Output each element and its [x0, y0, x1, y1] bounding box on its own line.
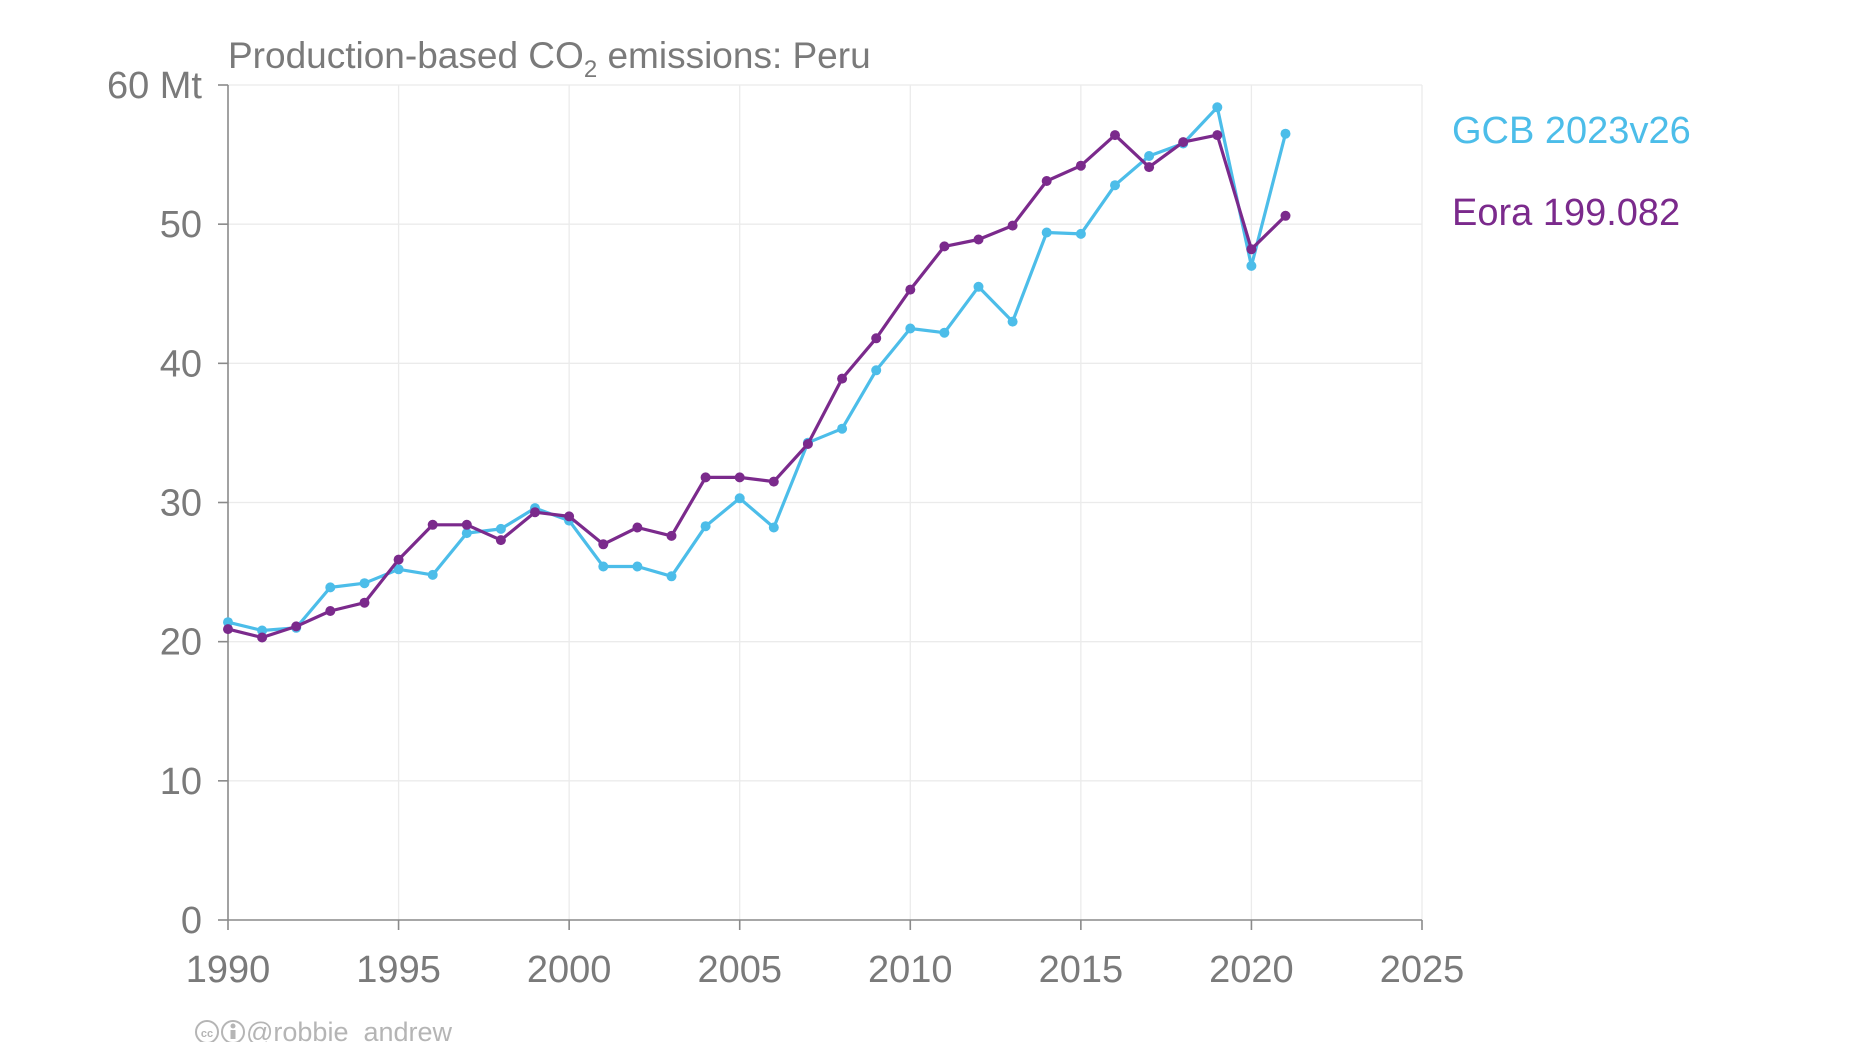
data-point [1075, 160, 1086, 171]
data-point [905, 284, 916, 295]
data-point [632, 522, 643, 533]
data-point [973, 281, 984, 292]
data-point [257, 625, 268, 636]
data-point [700, 472, 711, 483]
data-point [257, 632, 268, 643]
data-point [666, 571, 677, 582]
data-point [427, 569, 438, 580]
chart-title-subscript: 2 [584, 56, 597, 83]
data-point [359, 578, 370, 589]
data-point [1144, 162, 1155, 173]
x-tick-label: 2015 [1039, 949, 1124, 991]
data-point [871, 365, 882, 376]
y-tick-label: 50 [160, 204, 202, 246]
data-point [1075, 228, 1086, 239]
data-point [1246, 260, 1257, 271]
data-point [632, 561, 643, 572]
data-point [393, 554, 404, 565]
data-point [223, 617, 233, 628]
x-tick-label: 2020 [1209, 949, 1294, 991]
data-point [871, 333, 882, 344]
x-tick-label: 2000 [527, 949, 612, 991]
data-point [359, 597, 370, 608]
y-tick-label: 60 Mt [107, 65, 202, 107]
series-line [226, 105, 1288, 633]
data-point [768, 522, 779, 533]
data-point [427, 519, 438, 530]
data-point [291, 621, 302, 632]
data-point [734, 493, 745, 504]
data-point [1041, 227, 1052, 238]
data-point [939, 327, 950, 338]
chart-title: Production-based CO2 emissions: Peru [228, 35, 871, 83]
data-point [1246, 244, 1257, 255]
data-point [837, 373, 848, 384]
x-tick-label: 2025 [1380, 949, 1465, 991]
y-tick-label: 30 [160, 483, 202, 525]
legend-item: GCB 2023v26 [1452, 110, 1691, 152]
legend-item: Eora 199.082 [1452, 192, 1680, 234]
data-point [564, 511, 575, 522]
data-point [325, 606, 336, 616]
data-point [1280, 210, 1291, 221]
data-point [1178, 137, 1189, 148]
data-point [1007, 316, 1018, 327]
data-point [461, 519, 472, 530]
y-tick-label: 20 [160, 622, 202, 664]
data-point [905, 323, 916, 334]
series-gcb [223, 102, 1291, 636]
data-point [1110, 180, 1120, 191]
y-tick-label: 10 [160, 761, 202, 803]
data-point [598, 561, 609, 572]
credit-handle: @robbie_andrew [246, 1017, 453, 1042]
chart-title-prefix: Production-based CO [228, 35, 584, 76]
data-point [837, 423, 848, 434]
grid [228, 84, 1423, 920]
data-point [1212, 102, 1223, 113]
axes [218, 84, 1423, 930]
x-tick-label: 2010 [868, 949, 953, 991]
data-point [530, 507, 540, 518]
data-point [598, 539, 609, 550]
data-point [223, 624, 233, 635]
series-layer [223, 102, 1291, 643]
x-tick-label: 2005 [697, 949, 782, 991]
y-tick-label: 0 [181, 900, 202, 942]
data-point [393, 564, 404, 575]
data-point [666, 530, 677, 541]
data-point [768, 476, 779, 487]
svg-text:cc: cc [201, 1028, 213, 1040]
data-point [1144, 151, 1155, 161]
x-tick-label: 1995 [356, 949, 441, 991]
data-point [495, 523, 506, 534]
credit: cc @robbie_andrew [195, 1017, 453, 1042]
y-tick-label: 40 [160, 343, 202, 385]
creative-commons-by-icon: cc [195, 1020, 245, 1042]
legend: GCB 2023v26 Eora 199.082 [1452, 110, 1691, 234]
series-line [226, 133, 1288, 640]
data-point [939, 241, 950, 252]
data-point [461, 528, 472, 539]
x-tick-label: 1990 [186, 949, 271, 991]
data-point [325, 582, 336, 593]
chart-title-suffix: emissions: Peru [597, 35, 871, 76]
data-point [1007, 220, 1018, 231]
data-point [1280, 128, 1291, 139]
series-eora [223, 130, 1291, 643]
data-point [973, 234, 984, 245]
data-point [1110, 130, 1120, 141]
data-point [700, 521, 711, 532]
data-point [1212, 130, 1223, 141]
tick-labels: 0 10 20 30 40 50 60 Mt 1990 1995 2000 2005 2010 2015… [107, 65, 1464, 991]
data-point [1041, 176, 1052, 186]
data-point [734, 472, 745, 483]
data-point [802, 439, 813, 449]
data-point [495, 535, 506, 546]
